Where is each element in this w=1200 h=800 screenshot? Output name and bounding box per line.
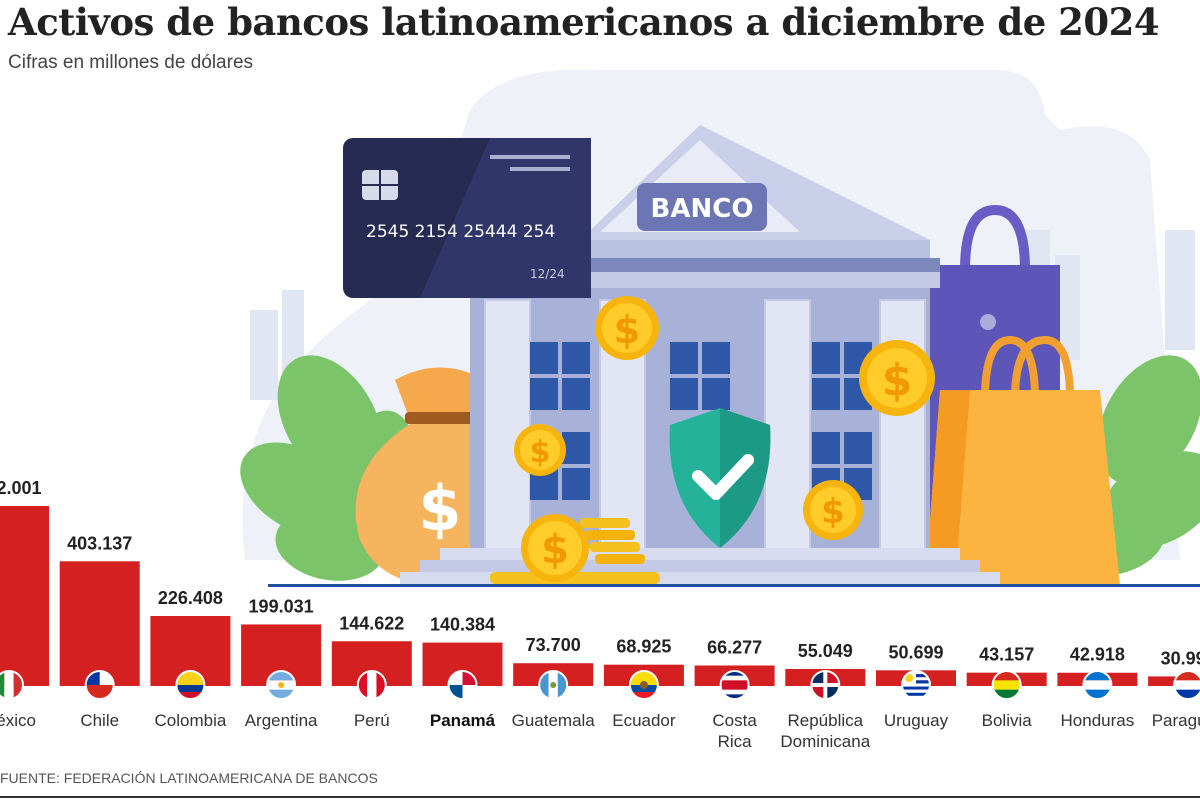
source-note: FUENTE: FEDERACIÓN LATINOAMERICANA DE BA… <box>0 770 378 786</box>
value-label-argentina: 199.031 <box>249 596 314 616</box>
flag-chile-icon <box>84 670 115 700</box>
category-label-bolivia: Bolivia <box>982 711 1033 730</box>
value-label-chile: 403.137 <box>67 533 132 553</box>
value-label-peru: 144.622 <box>339 613 404 633</box>
category-label-line: Paraguay <box>1152 711 1200 730</box>
bar-mexico <box>0 506 49 686</box>
value-label-mexico: 582.001 <box>0 478 42 498</box>
category-label-peru: Perú <box>354 711 390 730</box>
credit-card: 2545 2154 25444 254 12/24 <box>343 138 591 298</box>
svg-text:$: $ <box>882 355 913 406</box>
value-label-uruguay: 50.699 <box>888 642 943 662</box>
category-label-argentina: Argentina <box>245 711 318 730</box>
value-label-ecuador: 68.925 <box>616 637 671 657</box>
flag-uruguay-icon <box>901 670 931 700</box>
category-label-line: Uruguay <box>884 711 949 730</box>
svg-text:$: $ <box>821 492 845 532</box>
category-label-line: Colombia <box>154 711 226 730</box>
category-label-line: México <box>0 711 36 730</box>
chart-title: Activos de bancos latinoamericanos a dic… <box>8 0 1160 44</box>
category-label-line: Costa <box>712 711 757 730</box>
category-label-costa-rica: Costa Rica <box>712 711 757 751</box>
chart-subtitle: Cifras en millones de dólares <box>8 52 254 73</box>
card-number-text: 2545 2154 25444 254 <box>366 222 555 242</box>
value-label-guatemala: 73.700 <box>526 635 581 655</box>
category-label-line: Argentina <box>245 711 318 730</box>
category-label-line: Honduras <box>1061 711 1135 730</box>
category-label-ecuador: Ecuador <box>612 711 676 730</box>
category-label-line: Panamá <box>430 711 496 730</box>
category-label-uruguay: Uruguay <box>884 711 949 730</box>
flag-colombia-icon <box>175 670 206 700</box>
bottom-rule <box>0 796 1200 798</box>
category-label-panama: Panamá <box>430 711 496 730</box>
category-label-line: Chile <box>80 711 119 730</box>
category-label-honduras: Honduras <box>1061 711 1135 730</box>
flag-bolivia-icon <box>991 670 1022 700</box>
svg-text:$: $ <box>541 527 569 573</box>
shield-check-icon <box>669 408 771 548</box>
value-label-republica-dominicana: 55.049 <box>798 641 853 661</box>
category-label-line: Perú <box>354 711 390 730</box>
svg-text:$: $ <box>614 308 640 352</box>
category-label-line: Ecuador <box>612 711 676 730</box>
category-label-line: Guatemala <box>512 711 596 730</box>
flag-mexico-icon <box>0 670 24 700</box>
category-label-mexico: México <box>0 711 36 730</box>
category-label-line: Dominicana <box>780 732 870 751</box>
flag-argentina-icon <box>266 670 297 700</box>
bank-sign-text: BANCO <box>651 194 754 224</box>
value-label-paraguay: 30.990 <box>1161 648 1200 668</box>
category-label-line: Bolivia <box>982 711 1033 730</box>
flag-costa-rica-icon <box>719 670 750 700</box>
flag-paraguay-icon <box>1173 670 1200 700</box>
flag-panama-icon <box>447 670 478 700</box>
category-label-line: República <box>787 711 863 730</box>
flag-republica-dominicana-icon <box>810 670 841 700</box>
value-label-colombia: 226.408 <box>158 588 223 608</box>
category-label-republica-dominicana: República Dominicana <box>780 711 870 751</box>
category-label-colombia: Colombia <box>154 711 226 730</box>
flag-guatemala-icon <box>538 670 569 700</box>
category-label-paraguay: Paraguay <box>1152 711 1200 730</box>
value-label-honduras: 42.918 <box>1070 645 1125 665</box>
dollar-coin-icon: $ $ $ $ $ <box>514 296 935 582</box>
svg-text:$: $ <box>530 435 551 470</box>
flag-honduras-icon <box>1082 670 1113 700</box>
value-label-costa-rica: 66.277 <box>707 638 762 658</box>
coin-stack <box>490 518 660 584</box>
category-label-chile: Chile <box>80 711 119 730</box>
bar-chile <box>59 561 140 686</box>
orange-shopping-bag <box>925 335 1120 585</box>
category-label-line: Rica <box>718 732 753 751</box>
value-label-panama: 140.384 <box>430 615 495 635</box>
value-label-bolivia: 43.157 <box>979 645 1034 665</box>
card-expiry-text: 12/24 <box>530 267 565 281</box>
flag-ecuador-icon <box>628 670 659 700</box>
category-label-guatemala: Guatemala <box>512 711 596 730</box>
flag-peru-icon <box>356 670 387 700</box>
svg-text:$: $ <box>418 472 461 545</box>
